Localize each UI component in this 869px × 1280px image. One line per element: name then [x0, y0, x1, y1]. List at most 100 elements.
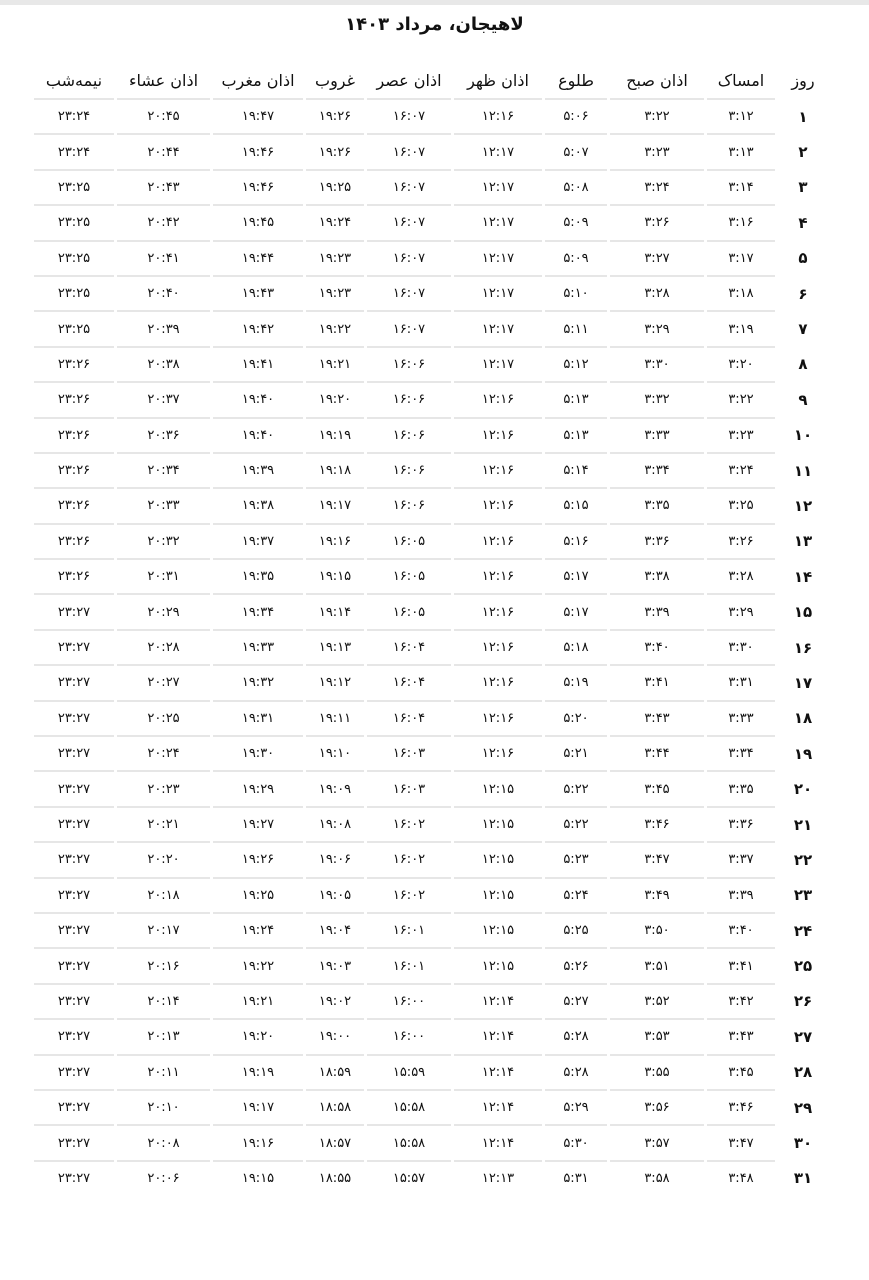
cell-asr: ۱۵:۵۷: [367, 1159, 451, 1195]
cell-midnight: ۲۳:۲۶: [34, 522, 114, 558]
cell-sunset: ۱۹:۱۵: [306, 558, 364, 593]
cell-maghrib: ۱۹:۲۴: [213, 911, 303, 947]
cell-imsak: ۳:۳۱: [707, 664, 775, 699]
cell-maghrib: ۱۹:۳۵: [213, 558, 303, 593]
cell-dhuhr: ۱۲:۱۶: [454, 593, 542, 628]
cell-asr: ۱۶:۰۵: [367, 522, 451, 558]
cell-fajr: ۳:۲۳: [610, 133, 704, 168]
cell-isha: ۲۰:۳۶: [117, 416, 210, 452]
table-body: ۱ ۳:۱۲ ۳:۲۲ ۵:۰۶ ۱۲:۱۶ ۱۶:۰۷ ۱۹:۲۶ ۱۹:۴۷ ۲۰:۴۵ ۲۳…: [34, 98, 828, 1195]
cell-dhuhr: ۱۲:۱۵: [454, 770, 542, 805]
cell-day: ۱۳: [793, 532, 813, 551]
cell-midnight: ۲۳:۲۵: [34, 168, 114, 204]
table-row: ۲۷ ۳:۴۳ ۳:۵۳ ۵:۲۸ ۱۲:۱۴ ۱۶:۰۰ ۱۹:۰۰ ۱۹:۲۰ ۲۰:۱۳ ۲…: [34, 1018, 828, 1053]
cell-sunrise: ۵:۲۱: [545, 735, 607, 770]
cell-dhuhr: ۱۲:۱۶: [454, 558, 542, 593]
cell-midnight: ۲۳:۲۷: [34, 911, 114, 947]
cell-midnight: ۲۳:۲۶: [34, 416, 114, 452]
cell-sunset: ۱۹:۲۱: [306, 345, 364, 381]
cell-sunset: ۱۹:۱۰: [306, 735, 364, 770]
table-row: ۱۵ ۳:۲۹ ۳:۳۹ ۵:۱۷ ۱۲:۱۶ ۱۶:۰۵ ۱۹:۱۴ ۱۹:۳۴ ۲۰:۲۹ ۲…: [34, 593, 828, 628]
cell-midnight: ۲۳:۲۵: [34, 204, 114, 239]
cell-imsak: ۳:۴۰: [707, 911, 775, 947]
cell-day: ۱۷: [793, 673, 813, 692]
cell-sunset: ۱۹:۱۷: [306, 487, 364, 522]
cell-dhuhr: ۱۲:۱۷: [454, 274, 542, 310]
cell-imsak: ۳:۱۸: [707, 274, 775, 310]
cell-sunrise: ۵:۱۷: [545, 593, 607, 628]
cell-isha: ۲۰:۳۹: [117, 310, 210, 345]
cell-day: ۷: [798, 320, 808, 339]
cell-fajr: ۳:۳۲: [610, 381, 704, 416]
cell-isha: ۲۰:۱۶: [117, 947, 210, 982]
cell-day: ۵: [798, 249, 808, 268]
cell-asr: ۱۶:۰۱: [367, 911, 451, 947]
cell-fajr: ۳:۳۴: [610, 451, 704, 487]
cell-dhuhr: ۱۲:۱۴: [454, 982, 542, 1018]
cell-fajr: ۳:۴۱: [610, 664, 704, 699]
column-header-asr: اذان عصر: [376, 70, 442, 90]
cell-maghrib: ۱۹:۲۶: [213, 841, 303, 876]
cell-day: ۳۱: [793, 1169, 813, 1188]
cell-sunset: ۱۹:۲۰: [306, 381, 364, 416]
cell-sunrise: ۵:۲۰: [545, 699, 607, 735]
cell-sunrise: ۵:۰۸: [545, 168, 607, 204]
cell-fajr: ۳:۵۱: [610, 947, 704, 982]
cell-day: ۱۵: [793, 603, 813, 622]
cell-day: ۲۲: [793, 850, 813, 869]
cell-fajr: ۳:۲۶: [610, 204, 704, 239]
cell-day: ۲۷: [793, 1027, 813, 1046]
cell-dhuhr: ۱۲:۱۶: [454, 664, 542, 699]
cell-midnight: ۲۳:۲۵: [34, 239, 114, 275]
cell-day: ۲: [798, 143, 808, 162]
cell-imsak: ۳:۱۶: [707, 204, 775, 239]
cell-asr: ۱۶:۰۶: [367, 381, 451, 416]
cell-midnight: ۲۳:۲۴: [34, 133, 114, 168]
cell-sunset: ۱۹:۲۳: [306, 274, 364, 310]
cell-fajr: ۳:۵۶: [610, 1088, 704, 1124]
cell-isha: ۲۰:۱۰: [117, 1088, 210, 1124]
table-row: ۹ ۳:۲۲ ۳:۳۲ ۵:۱۳ ۱۲:۱۶ ۱۶:۰۶ ۱۹:۲۰ ۱۹:۴۰ ۲۰:۳۷ ۲۳…: [34, 381, 828, 416]
cell-asr: ۱۶:۰۴: [367, 628, 451, 664]
column-header-sunrise: طلوع: [558, 70, 594, 90]
column-header-midnight: نیمه‌شب: [45, 70, 103, 90]
cell-day: ۶: [798, 284, 808, 303]
cell-maghrib: ۱۹:۳۹: [213, 451, 303, 487]
cell-sunset: ۱۹:۱۶: [306, 522, 364, 558]
cell-sunset: ۱۹:۰۲: [306, 982, 364, 1018]
column-header-fajr: اذان صبح: [626, 70, 688, 90]
cell-asr: ۱۶:۰۵: [367, 558, 451, 593]
cell-midnight: ۲۳:۲۷: [34, 770, 114, 805]
cell-maghrib: ۱۹:۲۷: [213, 805, 303, 841]
cell-maghrib: ۱۹:۴۰: [213, 416, 303, 452]
cell-fajr: ۳:۳۰: [610, 345, 704, 381]
cell-imsak: ۳:۲۲: [707, 381, 775, 416]
cell-maghrib: ۱۹:۳۱: [213, 699, 303, 735]
cell-sunrise: ۵:۱۲: [545, 345, 607, 381]
cell-fajr: ۳:۵۰: [610, 911, 704, 947]
table-row: ۷ ۳:۱۹ ۳:۲۹ ۵:۱۱ ۱۲:۱۷ ۱۶:۰۷ ۱۹:۲۲ ۱۹:۴۲ ۲۰:۳۹ ۲۳…: [34, 310, 828, 345]
cell-asr: ۱۶:۰۷: [367, 168, 451, 204]
cell-maghrib: ۱۹:۴۴: [213, 239, 303, 275]
cell-isha: ۲۰:۲۱: [117, 805, 210, 841]
cell-midnight: ۲۳:۲۷: [34, 699, 114, 735]
cell-fajr: ۳:۳۳: [610, 416, 704, 452]
cell-maghrib: ۱۹:۲۵: [213, 876, 303, 912]
cell-isha: ۲۰:۲۴: [117, 735, 210, 770]
cell-fajr: ۳:۵۸: [610, 1159, 704, 1195]
table-row: ۳۱ ۳:۴۸ ۳:۵۸ ۵:۳۱ ۱۲:۱۳ ۱۵:۵۷ ۱۸:۵۵ ۱۹:۱۵ ۲۰:۰۶ ۲…: [34, 1159, 828, 1195]
cell-sunrise: ۵:۱۵: [545, 487, 607, 522]
cell-dhuhr: ۱۲:۱۵: [454, 911, 542, 947]
cell-sunset: ۱۹:۰۵: [306, 876, 364, 912]
cell-day: ۱۲: [793, 496, 813, 515]
cell-day: ۸: [798, 355, 808, 374]
table-row: ۳۰ ۳:۴۷ ۳:۵۷ ۵:۳۰ ۱۲:۱۴ ۱۵:۵۸ ۱۸:۵۷ ۱۹:۱۶ ۲۰:۰۸ ۲…: [34, 1124, 828, 1159]
cell-midnight: ۲۳:۲۶: [34, 558, 114, 593]
cell-sunrise: ۵:۳۰: [545, 1124, 607, 1159]
cell-sunset: ۱۹:۰۴: [306, 911, 364, 947]
cell-maghrib: ۱۹:۴۶: [213, 133, 303, 168]
table-row: ۲ ۳:۱۳ ۳:۲۳ ۵:۰۷ ۱۲:۱۷ ۱۶:۰۷ ۱۹:۲۶ ۱۹:۴۶ ۲۰:۴۴ ۲۳…: [34, 133, 828, 168]
cell-dhuhr: ۱۲:۱۶: [454, 628, 542, 664]
cell-asr: ۱۶:۰۲: [367, 841, 451, 876]
table-row: ۱۷ ۳:۳۱ ۳:۴۱ ۵:۱۹ ۱۲:۱۶ ۱۶:۰۴ ۱۹:۱۲ ۱۹:۳۲ ۲۰:۲۷ ۲…: [34, 664, 828, 699]
